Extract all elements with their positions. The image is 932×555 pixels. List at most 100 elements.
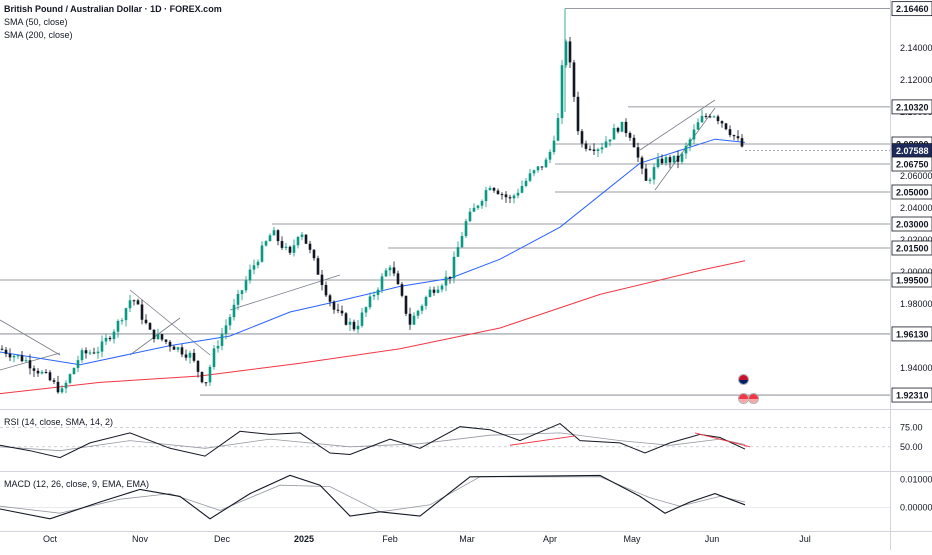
candle-up	[260, 245, 264, 262]
candle-up	[116, 320, 120, 332]
candle-down	[36, 370, 40, 374]
candle-down	[576, 96, 580, 132]
price-tick-label: 2.14000	[900, 43, 932, 53]
uk-flag-icon[interactable]	[738, 374, 749, 385]
candle-down	[500, 194, 504, 196]
level-price-box	[891, 326, 932, 342]
candle-up	[380, 276, 384, 290]
level-price-box	[891, 216, 932, 232]
candle-down	[276, 230, 280, 242]
time-tick-label: Oct	[43, 534, 58, 544]
rsi-legend[interactable]: RSI (14, close, SMA, 14, 2)	[4, 417, 114, 427]
level-price-box	[891, 387, 932, 403]
trend-line	[0, 319, 61, 356]
candle-up	[444, 276, 448, 286]
candle-down	[344, 313, 348, 325]
candle-down	[180, 347, 184, 355]
level-price-label: 1.99500	[896, 276, 929, 286]
candle-down	[448, 276, 452, 279]
candle-up	[124, 308, 128, 321]
candle-down	[396, 273, 400, 285]
candle-down	[624, 121, 628, 134]
candle-down	[332, 301, 336, 310]
candle-up	[364, 307, 368, 313]
price-tick-label: 2.04000	[900, 203, 932, 213]
candle-up	[664, 157, 668, 164]
candle-down	[492, 187, 496, 191]
candle-down	[148, 323, 152, 330]
candle-up	[356, 325, 360, 330]
sma50-legend[interactable]: SMA (50, close)	[4, 17, 68, 27]
candle-down	[140, 304, 144, 320]
event-flag-icon-2[interactable]	[748, 393, 759, 404]
candle-down	[740, 138, 744, 147]
candle-down	[320, 274, 324, 285]
candle-up	[64, 382, 68, 389]
candle-down	[504, 194, 508, 198]
candle-down	[736, 136, 740, 139]
sma50-line	[0, 138, 746, 366]
candle-up	[300, 234, 304, 237]
candle-up	[360, 312, 364, 326]
macd-line	[0, 474, 746, 520]
candle-up	[236, 293, 240, 305]
candle-up	[60, 388, 64, 393]
candle-up	[440, 285, 444, 290]
candle-up	[156, 334, 160, 340]
candle-down	[108, 337, 112, 340]
candle-down	[640, 157, 644, 169]
candle-up	[512, 195, 516, 199]
level-price-label: 2.06750	[896, 160, 929, 170]
candle-up	[268, 235, 272, 242]
candle-down	[580, 131, 584, 144]
candle-down	[432, 289, 436, 293]
candle-down	[392, 267, 396, 274]
candle-up	[428, 289, 432, 297]
sma200-legend[interactable]: SMA (200, close)	[4, 30, 73, 40]
candle-down	[144, 319, 148, 324]
rsi-line	[0, 423, 746, 459]
candle-up	[424, 296, 428, 306]
price-axis[interactable]: 1.940001.960001.980002.000002.020002.040…	[891, 1, 932, 513]
time-tick-label: May	[623, 534, 641, 544]
candle-up	[220, 333, 224, 346]
candle-down	[184, 354, 188, 358]
candle-down	[404, 295, 408, 314]
candle-down	[584, 143, 588, 149]
price-tick-label: 2.06000	[900, 171, 932, 181]
price-tick-label: 2.00000	[900, 267, 932, 277]
candle-down	[644, 168, 648, 181]
candle-down	[496, 190, 500, 195]
candle-down	[732, 135, 736, 137]
time-tick-label: Nov	[132, 534, 149, 544]
candle-down	[728, 129, 732, 136]
candle-up	[120, 320, 124, 322]
candle-up	[284, 246, 288, 248]
candle-up	[188, 352, 192, 358]
candle-up	[256, 261, 260, 266]
candle-up	[212, 348, 216, 367]
candle-down	[52, 380, 56, 382]
candle-down	[572, 62, 576, 97]
candle-up	[560, 65, 564, 119]
level-price-box	[891, 99, 932, 115]
time-tick-label: Feb	[382, 534, 398, 544]
candle-down	[716, 116, 720, 122]
candle-down	[200, 371, 204, 383]
time-tick-label: Dec	[214, 534, 231, 544]
macd-legend[interactable]: MACD (12, 26, close, 9, EMA, EMA)	[4, 479, 150, 489]
candle-up	[472, 207, 476, 212]
candle-up	[420, 305, 424, 311]
candle-down	[324, 284, 328, 296]
level-price-label: 2.03000	[896, 220, 929, 230]
rsi-tick-label: 50.00	[900, 442, 923, 452]
candle-up	[520, 185, 524, 193]
time-axis[interactable]: Oct Nov Dec 2025 Feb Mar Apr May Jun Jul	[43, 534, 811, 544]
candle-up	[480, 201, 484, 206]
candlesticks	[0, 8, 744, 394]
level-price-box	[891, 1, 932, 17]
candle-up	[24, 360, 28, 362]
